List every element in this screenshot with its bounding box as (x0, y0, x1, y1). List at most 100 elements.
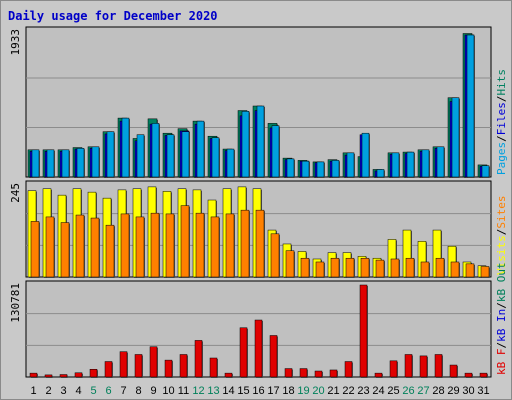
sites-bar (165, 213, 175, 278)
day-tick-label: 5 (90, 385, 96, 397)
pages-bar (436, 146, 445, 178)
sites-bar (30, 221, 40, 278)
pages-bar (136, 134, 145, 178)
pages-bar (91, 146, 100, 178)
kbf-bar (149, 346, 158, 378)
day-tick-label: 1 (30, 385, 36, 397)
kbf-bar (314, 370, 323, 378)
legend-sites: Sites (495, 196, 508, 229)
day-tick-label: 20 (312, 385, 324, 397)
sites-bar (120, 213, 130, 278)
day-tick-label: 26 (402, 385, 414, 397)
day-tick-label: 10 (162, 385, 174, 397)
day-tick-label: 16 (252, 385, 264, 397)
legend-files: Files (495, 102, 508, 135)
kbf-bar (104, 361, 113, 378)
day-tick-label: 17 (267, 385, 279, 397)
legend-separator: / (495, 135, 508, 142)
day-tick-label: 31 (477, 385, 489, 397)
kbf-bar (89, 369, 98, 378)
day-tick-label: 24 (372, 385, 384, 397)
day-tick-label: 11 (178, 385, 189, 397)
sites-bar (135, 216, 145, 278)
day-tick-label: 13 (207, 385, 219, 397)
sites-bar (225, 213, 235, 278)
pages-bar (286, 158, 295, 178)
pages-bar (181, 131, 190, 178)
sites-bar (60, 222, 70, 278)
kbf-bar (164, 359, 173, 378)
sites-bar (195, 212, 205, 278)
legend-kb-out: kB Out (495, 262, 508, 302)
legend-separator: / (495, 229, 508, 236)
kbf-bar (284, 368, 293, 378)
kbf-bar (419, 355, 428, 378)
day-tick-label: 3 (60, 385, 66, 397)
sites-bar (330, 257, 340, 278)
day-tick-label: 14 (222, 385, 234, 397)
kbf-bar (329, 369, 338, 378)
pages-bar (406, 151, 415, 178)
legend-separator: / (495, 342, 508, 349)
day-tick-label: 6 (105, 385, 111, 397)
legend-separator: / (495, 302, 508, 309)
kbf-bar (179, 354, 188, 378)
kbf-bar (209, 357, 218, 378)
kbf-bar (44, 374, 53, 378)
pages-bar (466, 34, 475, 178)
kbf-bar (269, 335, 278, 378)
sites-bar (75, 214, 85, 278)
pages-bar (391, 152, 400, 178)
kbf-bar (434, 354, 443, 378)
sites-bar (435, 257, 445, 278)
sites-bar (105, 224, 115, 278)
kbf-bar (224, 372, 233, 378)
sites-bar (285, 250, 295, 278)
kbf-bar (449, 364, 458, 378)
pages-bar (196, 120, 205, 178)
day-tick-label: 27 (417, 385, 429, 397)
day-tick-label: 4 (75, 385, 81, 397)
hits-legend: Pages/Files/Hits (495, 69, 508, 175)
sites-bar (375, 259, 385, 278)
day-tick-label: 9 (150, 385, 156, 397)
pages-bar (166, 134, 175, 178)
day-tick-label: 22 (342, 385, 354, 397)
sites-bar (465, 263, 475, 278)
chart-title: Daily usage for December 2020 (8, 9, 218, 23)
day-tick-label: 23 (357, 385, 369, 397)
pages-bar (151, 123, 160, 178)
kbf-bar (479, 372, 488, 378)
kbf-bar (359, 284, 368, 378)
pages-bar (241, 111, 250, 178)
sites-bar (420, 261, 430, 278)
sites-bar (360, 257, 370, 278)
kbf-bar (59, 374, 68, 378)
legend-hits: Hits (495, 69, 508, 96)
sites-bar (300, 257, 310, 278)
kbf-bar (374, 372, 383, 378)
legend-kb-in: kB In (495, 309, 508, 342)
day-tick-label: 7 (120, 385, 126, 397)
day-tick-label: 18 (282, 385, 294, 397)
kbf-bar (74, 372, 83, 378)
pages-bar (361, 132, 370, 178)
pages-bar (106, 131, 115, 178)
sites-bar (180, 205, 190, 278)
sites-bar (315, 261, 325, 278)
sites-bar (345, 257, 355, 278)
sites-bar (480, 266, 490, 278)
kbf-bar (404, 354, 413, 378)
day-tick-label: 2 (45, 385, 51, 397)
kbf-bar (254, 319, 263, 378)
pages-bar (331, 160, 340, 178)
day-tick-label: 19 (297, 385, 309, 397)
kbf-bar (29, 372, 38, 378)
legend-separator: / (495, 96, 508, 103)
kbf-bar (239, 327, 248, 378)
sites-bar (405, 257, 415, 278)
kbf-bar (134, 354, 143, 378)
sites-bar (90, 217, 100, 278)
